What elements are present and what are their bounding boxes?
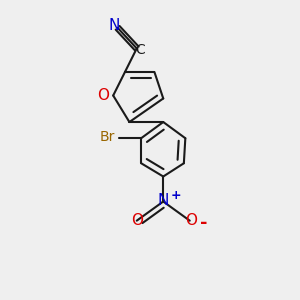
Text: N: N xyxy=(108,18,120,33)
Text: Br: Br xyxy=(99,130,115,144)
Text: C: C xyxy=(135,43,145,57)
Text: O: O xyxy=(185,213,197,228)
Text: O: O xyxy=(131,213,143,228)
Text: -: - xyxy=(200,214,208,232)
Text: O: O xyxy=(97,88,109,103)
Text: +: + xyxy=(170,188,181,202)
Text: N: N xyxy=(158,193,169,208)
